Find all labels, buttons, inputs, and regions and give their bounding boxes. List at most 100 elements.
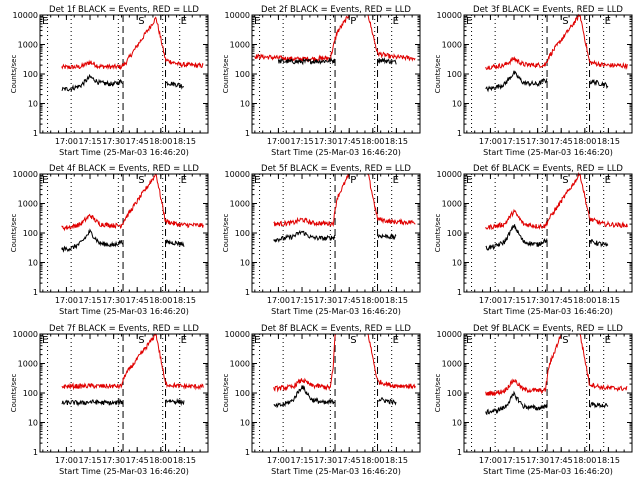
y-axis-label: Counts/sec	[10, 374, 18, 413]
region-marker-label: E	[254, 16, 260, 27]
region-marker-label: S	[562, 175, 568, 186]
y-axis-label: Counts/sec	[434, 374, 442, 413]
x-axis-label: Start Time (25-Mar-03 16:46:20)	[59, 307, 189, 316]
panel-title: Det 7f BLACK = Events, RED = LLD	[49, 324, 199, 334]
x-tick-label: 18:15	[173, 296, 196, 305]
lld-series-line	[61, 333, 204, 391]
events-series-line	[165, 239, 185, 247]
x-tick-label: 17:00	[267, 456, 290, 465]
region-marker-label: S	[562, 335, 568, 346]
x-tick-label: 18:15	[597, 137, 620, 146]
lld-series-line	[485, 171, 628, 231]
region-marker-label: P	[350, 175, 356, 186]
y-axis-label: Counts/sec	[222, 374, 230, 413]
events-series-line	[589, 239, 609, 248]
events-series-line	[589, 401, 609, 409]
x-tick-label: 17:45	[126, 296, 149, 305]
detector-panel-7: Det 7f BLACK = Events, RED = LLD 1 10 100 10…	[10, 324, 209, 476]
region-marker-label: E	[605, 175, 611, 186]
x-tick-label: 18:15	[597, 456, 620, 465]
x-tick-label: 17:45	[338, 296, 361, 305]
y-tick-label: 1000	[442, 360, 462, 369]
y-tick-label: 1	[457, 129, 462, 138]
x-tick-label: 18:00	[361, 456, 384, 465]
y-tick-label: 1	[245, 448, 250, 457]
y-tick-label: 100	[447, 70, 462, 79]
events-series-line	[61, 73, 124, 93]
region-marker-label: S	[138, 175, 144, 186]
events-series-line	[165, 81, 184, 90]
x-tick-label: 18:00	[573, 296, 596, 305]
events-series-line	[273, 229, 336, 243]
x-tick-label: 17:00	[55, 137, 78, 146]
y-tick-label: 100	[23, 70, 38, 79]
plot-frame	[39, 333, 209, 453]
panel-title: Det 8f BLACK = Events, RED = LLD	[261, 324, 411, 334]
y-tick-label: 10000	[225, 330, 250, 339]
x-tick-label: 18:00	[149, 456, 172, 465]
y-tick-label: 10	[240, 100, 250, 109]
x-tick-label: 17:00	[479, 296, 502, 305]
detector-panel-3: Det 3f BLACK = Events, RED = LLD 1 10 100 10…	[434, 5, 633, 157]
events-series-line	[61, 228, 124, 253]
y-tick-label: 1000	[230, 200, 250, 209]
x-tick-label: 17:00	[267, 137, 290, 146]
x-tick-label: 17:45	[550, 296, 573, 305]
detector-panel-9: Det 9f BLACK = Events, RED = LLD 1 10 100 10…	[434, 324, 633, 476]
x-tick-label: 17:00	[55, 296, 78, 305]
y-tick-label: 1000	[442, 200, 462, 209]
lld-series-line	[273, 173, 416, 228]
y-tick-label: 1000	[18, 360, 38, 369]
region-marker-label: E	[393, 335, 399, 346]
y-tick-label: 100	[235, 70, 250, 79]
x-tick-label: 17:15	[78, 137, 101, 146]
x-tick-label: 17:15	[502, 137, 525, 146]
events-series-line	[61, 398, 124, 407]
x-tick-label: 17:00	[479, 137, 502, 146]
region-marker-label: E	[605, 335, 611, 346]
x-axis-label: Start Time (25-Mar-03 16:46:20)	[483, 467, 613, 476]
x-tick-label: 17:00	[479, 456, 502, 465]
x-tick-label: 17:45	[338, 137, 361, 146]
x-tick-label: 18:15	[385, 137, 408, 146]
x-tick-label: 17:15	[78, 296, 101, 305]
region-marker-label: E	[42, 16, 48, 27]
x-tick-label: 18:15	[173, 137, 196, 146]
x-tick-label: 18:00	[149, 296, 172, 305]
y-tick-label: 10	[240, 419, 250, 428]
y-tick-label: 1	[33, 129, 38, 138]
x-axis-label: Start Time (25-Mar-03 16:46:20)	[483, 148, 613, 157]
x-tick-label: 18:15	[173, 456, 196, 465]
y-tick-label: 10000	[13, 170, 38, 179]
lld-series-line	[254, 14, 416, 63]
y-axis-label: Counts/sec	[434, 214, 442, 253]
detector-panel-8: Det 8f BLACK = Events, RED = LLD 1 10 100 10…	[222, 324, 421, 476]
x-tick-label: 18:00	[149, 137, 172, 146]
region-marker-label: E	[42, 335, 48, 346]
region-marker-label: E	[605, 16, 611, 27]
x-tick-label: 17:30	[526, 456, 549, 465]
x-tick-label: 18:00	[361, 296, 384, 305]
detector-panel-1: Det 1f BLACK = Events, RED = LLD 1 10 100 10…	[10, 5, 209, 157]
x-tick-label: 17:30	[102, 296, 125, 305]
x-tick-label: 17:45	[126, 456, 149, 465]
y-tick-label: 10	[452, 100, 462, 109]
plot-frame	[251, 173, 421, 293]
x-tick-label: 17:45	[550, 137, 573, 146]
y-tick-label: 1	[33, 448, 38, 457]
y-tick-label: 100	[235, 229, 250, 238]
x-tick-label: 17:45	[126, 137, 149, 146]
lld-series-line	[485, 333, 628, 397]
y-tick-label: 1	[245, 288, 250, 297]
y-tick-label: 10	[28, 419, 38, 428]
y-tick-label: 10000	[437, 170, 462, 179]
x-tick-label: 17:30	[526, 296, 549, 305]
y-tick-label: 10000	[225, 11, 250, 20]
x-tick-label: 18:00	[361, 137, 384, 146]
y-tick-label: 1	[457, 288, 462, 297]
x-tick-label: 17:30	[314, 456, 337, 465]
detector-panel-4: Det 4f BLACK = Events, RED = LLD 1 10 100 10…	[10, 164, 209, 316]
x-tick-label: 18:15	[597, 296, 620, 305]
region-marker-label: S	[138, 16, 144, 27]
events-series-line	[273, 385, 335, 409]
